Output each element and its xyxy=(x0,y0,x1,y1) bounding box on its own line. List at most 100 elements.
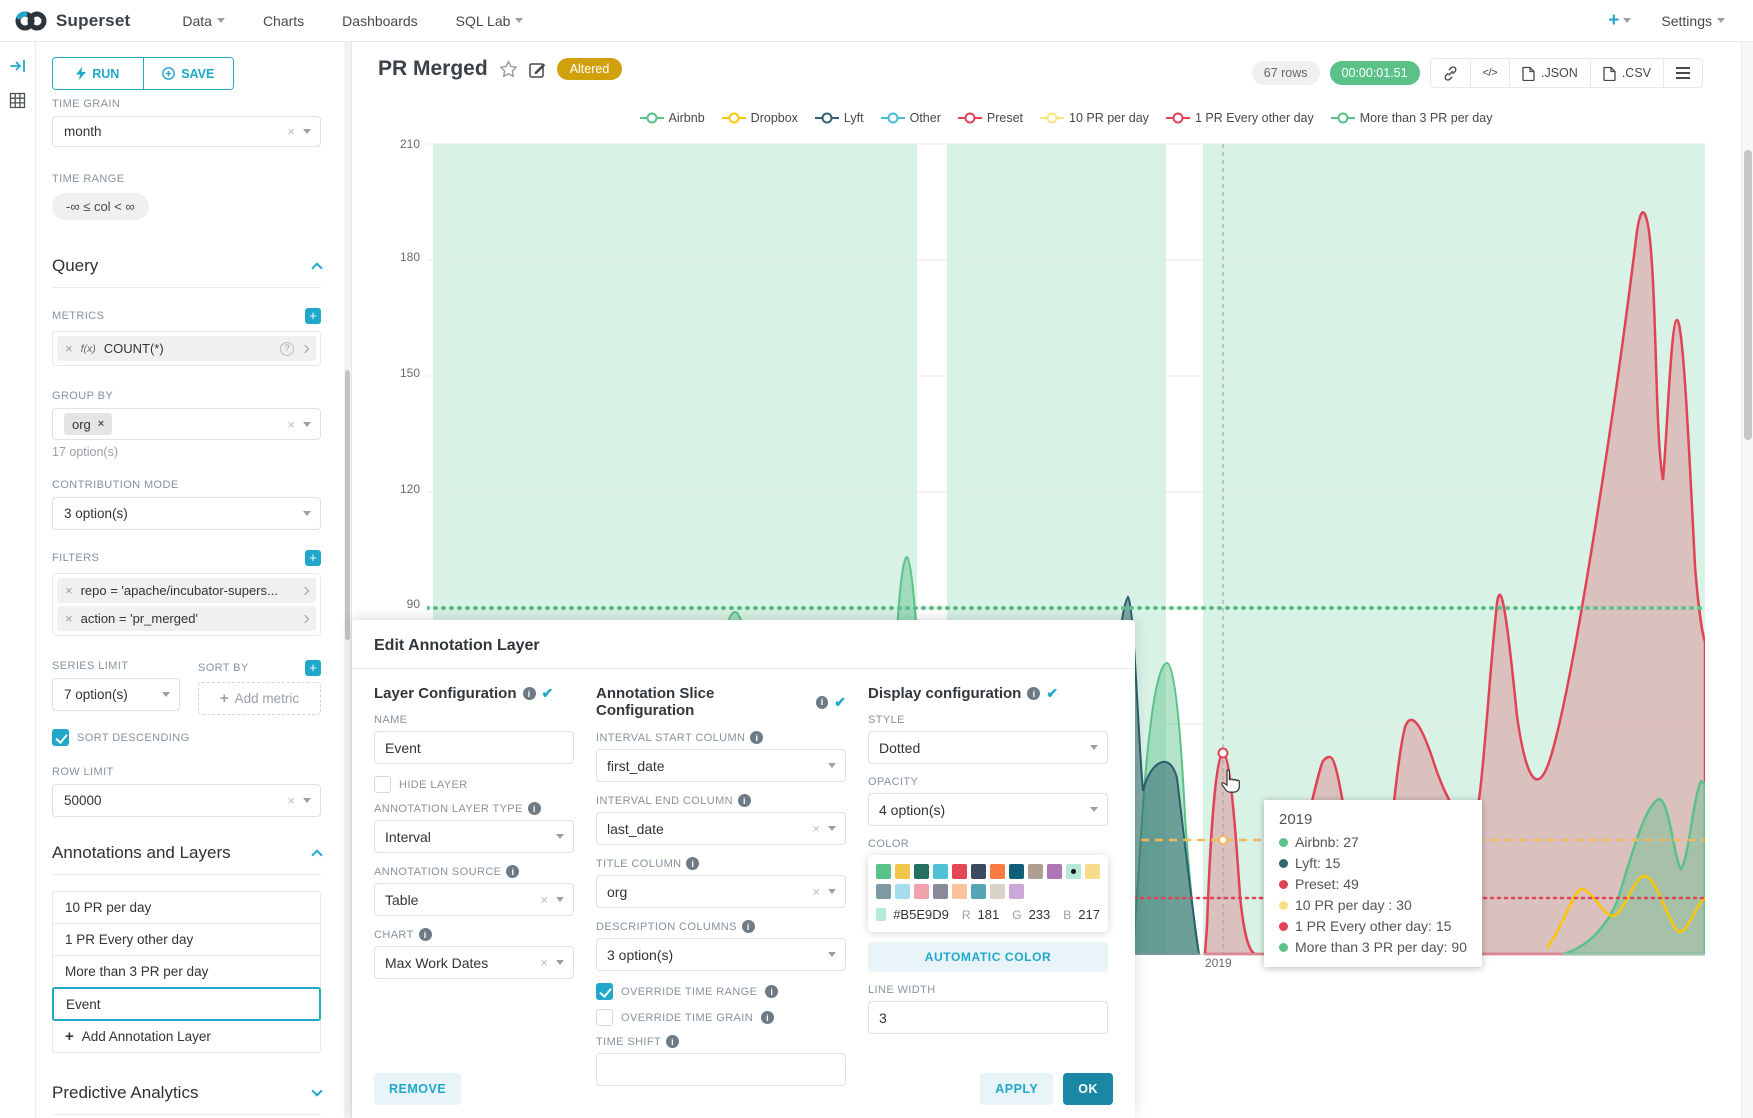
dataset-grid-icon[interactable] xyxy=(9,92,26,109)
export-json-button[interactable]: .JSON xyxy=(1510,59,1591,87)
color-swatch[interactable] xyxy=(990,884,1005,899)
color-swatch[interactable] xyxy=(914,884,929,899)
color-swatch[interactable] xyxy=(990,864,1005,879)
legend-item-more3pr[interactable]: More than 3 PR per day xyxy=(1331,111,1493,125)
color-swatch[interactable] xyxy=(933,884,948,899)
query-section-header[interactable]: Query xyxy=(52,256,321,288)
color-swatch[interactable] xyxy=(971,864,986,879)
color-swatch[interactable] xyxy=(1009,864,1024,879)
remove-button[interactable]: REMOVE xyxy=(374,1073,461,1105)
altered-badge[interactable]: Altered xyxy=(557,58,623,80)
favorite-star-icon[interactable] xyxy=(499,60,518,78)
annotation-source-select[interactable]: Table × xyxy=(374,883,574,916)
nav-item-dashboards[interactable]: Dashboards xyxy=(342,13,418,29)
time-grain-select[interactable]: month × xyxy=(52,116,321,147)
legend-item-10pr[interactable]: 10 PR per day xyxy=(1040,111,1149,125)
color-swatch[interactable] xyxy=(914,864,929,879)
info-icon[interactable]: i xyxy=(738,794,751,807)
color-swatch[interactable] xyxy=(971,884,986,899)
color-swatch[interactable] xyxy=(895,864,910,879)
automatic-color-button[interactable]: AUTOMATIC COLOR xyxy=(868,942,1108,972)
color-swatch[interactable] xyxy=(952,884,967,899)
color-swatch[interactable] xyxy=(876,864,891,879)
annotation-layer-type-select[interactable]: Interval xyxy=(374,820,574,853)
filter-chip[interactable]: × repo = 'apache/incubator-supers... xyxy=(57,578,316,603)
opacity-select[interactable]: 4 option(s) xyxy=(868,793,1108,826)
override-time-range-checkbox[interactable]: OVERRIDE TIME RANGE i xyxy=(596,983,846,1000)
color-swatch[interactable] xyxy=(1047,864,1062,879)
settings-menu[interactable]: Settings xyxy=(1661,13,1725,29)
scrollbar-thumb[interactable] xyxy=(345,370,350,640)
checkbox-checked-icon[interactable] xyxy=(596,983,613,1000)
info-icon[interactable]: i xyxy=(765,985,778,998)
info-icon[interactable]: i xyxy=(761,1011,774,1024)
add-annotation-layer[interactable]: + Add Annotation Layer xyxy=(53,1020,320,1052)
remove-chip-icon[interactable]: × xyxy=(98,418,104,430)
info-icon[interactable]: i xyxy=(528,802,541,815)
new-button[interactable]: + xyxy=(1608,10,1631,32)
info-icon[interactable]: i xyxy=(1027,687,1040,700)
remove-filter-icon[interactable]: × xyxy=(65,611,73,626)
clear-icon[interactable]: × xyxy=(287,418,295,431)
info-icon[interactable]: i xyxy=(750,731,763,744)
nav-item-data[interactable]: Data xyxy=(182,13,225,29)
checkbox-icon[interactable] xyxy=(374,776,391,793)
annotations-section-header[interactable]: Annotations and Layers xyxy=(52,843,321,875)
clear-icon[interactable]: × xyxy=(540,956,548,969)
sidebar-scrollbar[interactable] xyxy=(344,42,351,1118)
annotation-layer-item-selected[interactable]: Event xyxy=(52,987,321,1021)
clear-icon[interactable]: × xyxy=(540,893,548,906)
interval-end-select[interactable]: last_date × xyxy=(596,812,846,845)
chart-menu-button[interactable] xyxy=(1664,59,1702,87)
remove-metric-icon[interactable]: × xyxy=(65,341,73,356)
legend-item-airbnb[interactable]: Airbnb xyxy=(640,111,705,125)
info-icon[interactable]: i xyxy=(506,865,519,878)
nav-item-sql-lab[interactable]: SQL Lab xyxy=(456,13,524,29)
edit-pencil-icon[interactable] xyxy=(529,61,546,78)
color-swatch[interactable] xyxy=(1085,864,1100,879)
clear-icon[interactable]: × xyxy=(812,885,820,898)
legend-item-other[interactable]: Other xyxy=(881,111,941,125)
time-range-value[interactable]: -∞ ≤ col < ∞ xyxy=(52,193,149,220)
sort-by-add-metric[interactable]: + Add metric xyxy=(198,682,321,715)
row-limit-select[interactable]: 50000 × xyxy=(52,784,321,817)
clear-icon[interactable]: × xyxy=(287,125,295,138)
color-swatch[interactable] xyxy=(1028,864,1043,879)
info-icon[interactable]: i xyxy=(523,687,536,700)
interval-start-select[interactable]: first_date xyxy=(596,749,846,782)
chart-select[interactable]: Max Work Dates × xyxy=(374,946,574,979)
color-swatch[interactable] xyxy=(876,884,891,899)
save-button[interactable]: SAVE xyxy=(143,58,234,89)
info-icon[interactable]: i xyxy=(816,696,829,709)
apply-button[interactable]: APPLY xyxy=(980,1073,1053,1105)
metric-chip[interactable]: × f(x) COUNT(*) ? xyxy=(57,336,316,361)
help-icon[interactable]: ? xyxy=(280,342,294,356)
style-select[interactable]: Dotted xyxy=(868,731,1108,764)
g-value[interactable]: 233 xyxy=(1029,907,1051,922)
b-value[interactable]: 217 xyxy=(1078,907,1100,922)
legend-item-lyft[interactable]: Lyft xyxy=(815,111,864,125)
info-icon[interactable]: i xyxy=(742,920,755,933)
annotation-layer-item[interactable]: 10 PR per day xyxy=(53,892,320,924)
color-swatch[interactable] xyxy=(933,864,948,879)
hex-value[interactable]: #B5E9D9 xyxy=(893,907,949,922)
annotation-layer-item[interactable]: 1 PR Every other day xyxy=(53,924,320,956)
remove-filter-icon[interactable]: × xyxy=(65,583,73,598)
annotation-layer-item[interactable]: More than 3 PR per day xyxy=(53,956,320,988)
hide-layer-checkbox[interactable]: HIDE LAYER xyxy=(374,776,574,793)
run-button[interactable]: RUN xyxy=(53,58,143,89)
line-width-input[interactable] xyxy=(868,1001,1108,1034)
legend-item-preset[interactable]: Preset xyxy=(958,111,1023,125)
title-column-select[interactable]: org × xyxy=(596,875,846,908)
page-scrollbar[interactable] xyxy=(1741,42,1753,1118)
legend-item-1pr[interactable]: 1 PR Every other day xyxy=(1166,111,1314,125)
nav-item-charts[interactable]: Charts xyxy=(263,13,304,29)
info-icon[interactable]: i xyxy=(666,1035,679,1048)
checkbox-checked-icon[interactable] xyxy=(52,729,69,746)
color-swatch[interactable] xyxy=(895,884,910,899)
color-swatch[interactable] xyxy=(1009,884,1024,899)
info-icon[interactable]: i xyxy=(686,857,699,870)
filter-chip[interactable]: × action = 'pr_merged' xyxy=(57,606,316,631)
clear-icon[interactable]: × xyxy=(287,794,295,807)
group-by-select[interactable]: org× × xyxy=(52,408,321,440)
